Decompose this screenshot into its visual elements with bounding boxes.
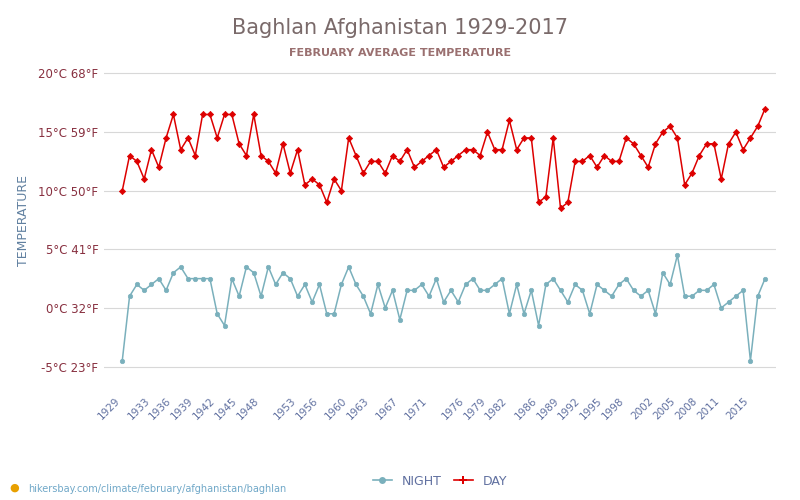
- Text: ●: ●: [10, 482, 19, 492]
- Text: Baghlan Afghanistan 1929-2017: Baghlan Afghanistan 1929-2017: [232, 18, 568, 38]
- Y-axis label: TEMPERATURE: TEMPERATURE: [17, 174, 30, 266]
- Text: hikersbay.com/climate/february/afghanistan/baghlan: hikersbay.com/climate/february/afghanist…: [28, 484, 286, 494]
- Legend: NIGHT, DAY: NIGHT, DAY: [368, 470, 512, 492]
- Text: FEBRUARY AVERAGE TEMPERATURE: FEBRUARY AVERAGE TEMPERATURE: [289, 48, 511, 58]
